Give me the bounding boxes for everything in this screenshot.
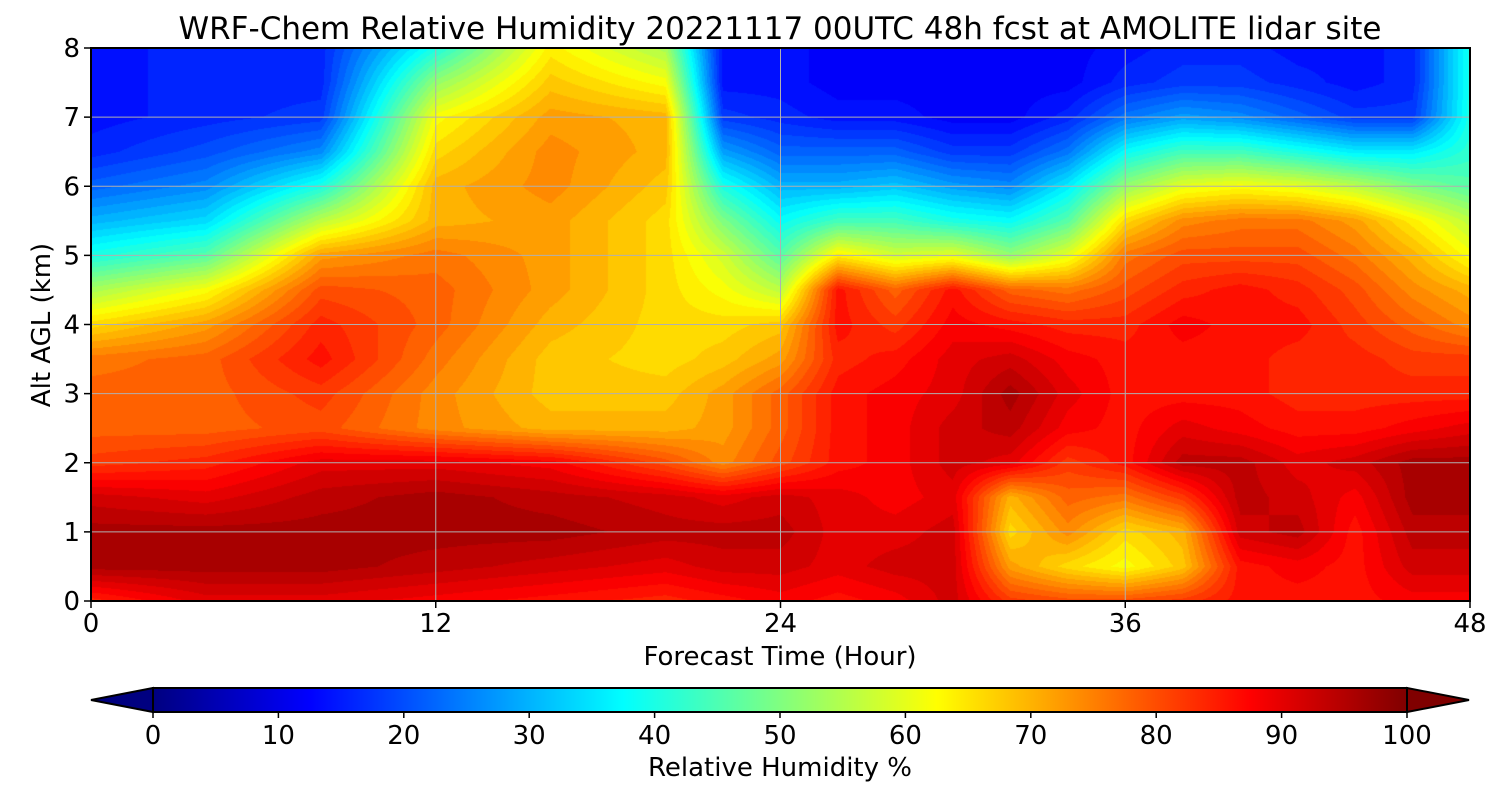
colorbar-tick-label: 30 <box>513 721 546 751</box>
colorbar-tick-label: 20 <box>387 721 420 751</box>
chart-title: WRF-Chem Relative Humidity 20221117 00UT… <box>178 11 1381 47</box>
colorbar-tick-label: 10 <box>262 721 295 751</box>
y-tick-label: 8 <box>63 34 80 64</box>
colorbar: 0 10 20 30 40 50 60 70 80 90 100 Relative Humidity… <box>90 686 1470 783</box>
x-axis-label: Forecast Time (Hour) <box>643 642 916 672</box>
colorbar-tick-label: 70 <box>1014 721 1047 751</box>
x-tick-label: 36 <box>1109 609 1142 639</box>
y-tick-label: 1 <box>63 518 80 548</box>
x-tick-label: 48 <box>1453 609 1486 639</box>
y-tick-label: 3 <box>63 380 80 410</box>
colorbar-extend-low <box>90 686 154 714</box>
colorbar-tick-label: 0 <box>145 721 162 751</box>
y-tick-label: 5 <box>63 241 80 271</box>
y-tick-label: 0 <box>63 587 80 617</box>
colorbar-tick-label: 40 <box>638 721 671 751</box>
colorbar-tick-label: 80 <box>1140 721 1173 751</box>
colorbar-tick-label: 100 <box>1382 721 1432 751</box>
y-tick-label: 6 <box>63 172 80 202</box>
colorbar-tick-label: 90 <box>1265 721 1298 751</box>
colorbar-tick-label: 60 <box>889 721 922 751</box>
x-axis: 0 12 24 36 48 <box>83 601 1487 639</box>
y-tick-label: 2 <box>63 449 80 479</box>
colorbar-label: Relative Humidity % <box>648 753 912 783</box>
plot-area <box>90 47 1471 602</box>
y-tick-label: 7 <box>63 103 80 133</box>
colorbar-tick-label: 50 <box>763 721 796 751</box>
colorbar-ticks: 0 10 20 30 40 50 60 70 80 90 100 <box>145 712 1432 751</box>
y-axis: 0 1 2 3 4 5 6 7 8 <box>63 34 91 617</box>
colorbar-gradient <box>153 688 1407 712</box>
x-tick-label: 24 <box>764 609 797 639</box>
y-tick-label: 4 <box>63 311 80 341</box>
x-tick-label: 0 <box>83 609 100 639</box>
y-axis-label: Alt AGL (km) <box>27 243 57 407</box>
colorbar-extend-high <box>1406 686 1470 714</box>
x-tick-label: 12 <box>419 609 452 639</box>
